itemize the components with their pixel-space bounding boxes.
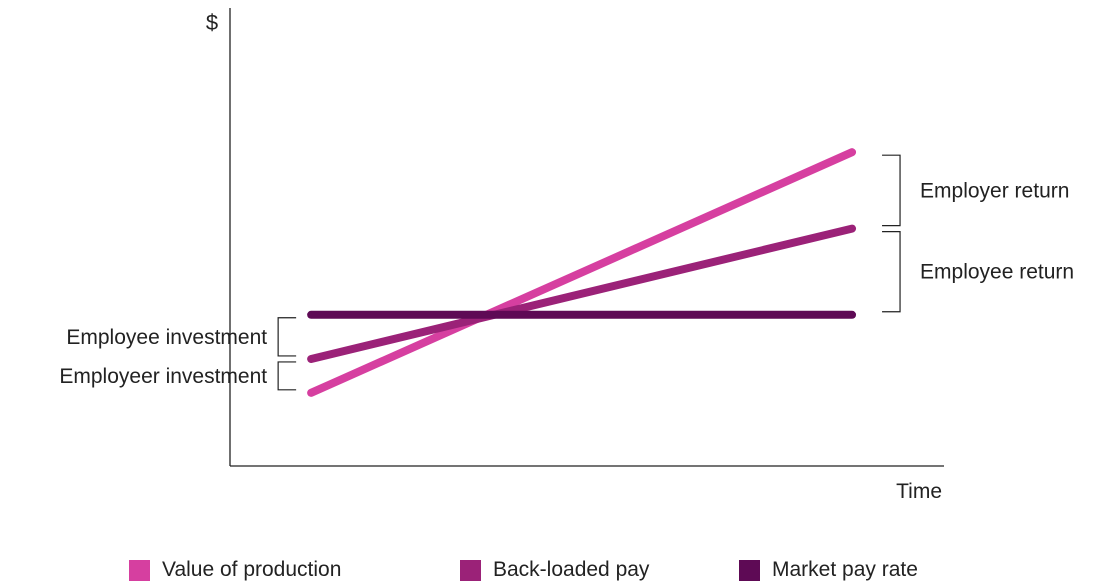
- series-layer: [307, 148, 857, 397]
- annotation-bracket: Employer return: [882, 154, 1069, 227]
- annotation-bracket: Employee investment: [66, 317, 297, 357]
- legend-item-value-of-production: Value of production: [129, 558, 341, 582]
- y-axis-label: $: [206, 10, 218, 35]
- bracket-path: [882, 154, 901, 227]
- legend-swatch: [129, 559, 150, 581]
- annotation-bracket: Employeer investment: [59, 361, 297, 391]
- annotation-bracket: Employee return: [882, 230, 1074, 313]
- annotation-label: Employee investment: [66, 326, 267, 349]
- legend-label: Back-loaded pay: [493, 558, 650, 581]
- annotation-label: Employeer investment: [59, 365, 267, 388]
- annotation-label: Employee return: [920, 261, 1074, 284]
- series-line-back-loaded-pay: [307, 224, 857, 363]
- legend-label: Value of production: [162, 558, 342, 581]
- legend-label: Market pay rate: [772, 558, 918, 581]
- legend: Value of production Back-loaded pay Mark…: [0, 558, 1103, 588]
- x-axis-label: Time: [896, 480, 942, 503]
- bracket-path: [277, 361, 297, 391]
- bracket-path: [277, 317, 297, 357]
- legend-item-back-loaded-pay: Back-loaded pay: [460, 558, 649, 582]
- series-line-value-of-production: [307, 148, 857, 397]
- bracket-path: [882, 230, 901, 313]
- annotation-layer: Employer return Employee return Employee i…: [59, 154, 1074, 391]
- legend-swatch: [460, 559, 481, 581]
- legend-item-market-pay-rate: Market pay rate: [739, 558, 918, 582]
- annotation-label: Employer return: [920, 179, 1069, 202]
- legend-swatch: [739, 559, 760, 581]
